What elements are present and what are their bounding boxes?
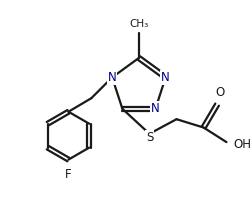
Text: F: F — [65, 168, 71, 181]
Text: S: S — [145, 131, 152, 145]
Text: CH₃: CH₃ — [129, 19, 148, 29]
Text: OH: OH — [233, 138, 250, 151]
Text: O: O — [215, 86, 224, 99]
Text: N: N — [150, 102, 159, 115]
Text: N: N — [107, 71, 116, 84]
Text: N: N — [160, 71, 169, 84]
